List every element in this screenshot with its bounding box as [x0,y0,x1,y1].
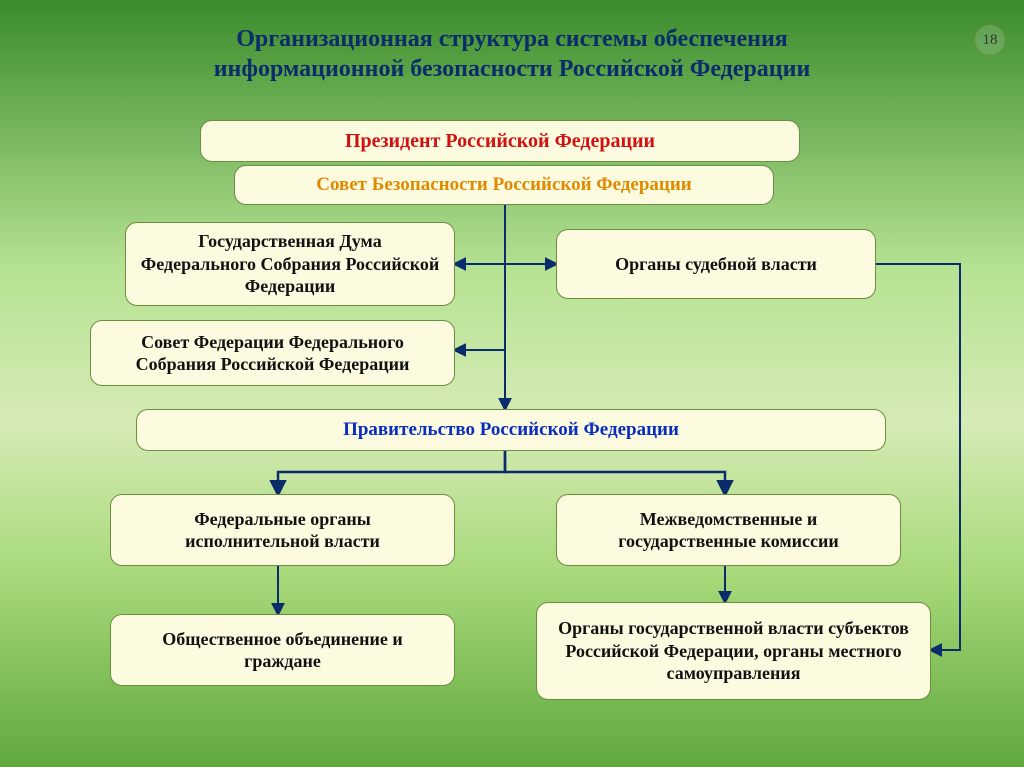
node-public-citizens: Общественное объединение и граждане [110,614,455,686]
node-regional-local: Органы государственной власти субъектов … [536,602,931,700]
title-line-1: Организационная структура системы обеспе… [236,26,788,52]
node-interdept-commissions: Межведомственные и государственные комис… [556,494,901,566]
node-judicial: Органы судебной власти [556,229,876,299]
node-president: Президент Российской Федерации [200,120,800,162]
node-executive-bodies: Федеральные органы исполнительной власти [110,494,455,566]
page-number-badge: 18 [975,25,1005,55]
node-federation-council: Совет Федерации Федерального Собрания Ро… [90,320,455,386]
page-title: Организационная структура системы обеспе… [0,24,1024,84]
node-government: Правительство Российской Федерации [136,409,886,451]
node-security-council: Совет Безопасности Российской Федерации [234,165,774,205]
node-state-duma: Государственная Дума Федерального Собран… [125,222,455,306]
title-line-2: информационной безопасности Российской Ф… [214,56,811,82]
